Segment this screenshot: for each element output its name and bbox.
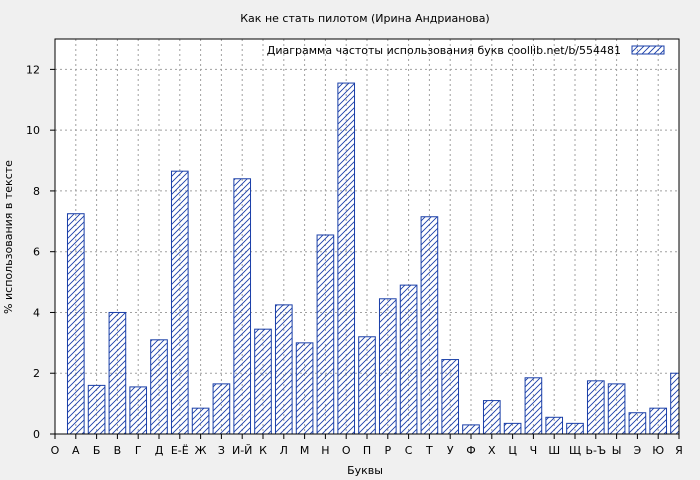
x-tick-label: А — [72, 444, 80, 457]
y-tick-label: 6 — [33, 246, 40, 259]
x-tick-label: Ф — [466, 444, 475, 457]
x-tick-label: М — [300, 444, 310, 457]
y-tick-label: 8 — [33, 185, 40, 198]
y-tick-label: 0 — [33, 428, 40, 441]
bar-Ы — [607, 383, 626, 435]
y-axis-label: % использования в тексте — [2, 160, 15, 314]
bar-Р — [378, 298, 397, 435]
bar-З — [212, 383, 231, 435]
legend-swatch — [631, 45, 665, 55]
x-tick-label: Э — [634, 444, 642, 457]
bar-М — [295, 342, 314, 435]
bar-В — [108, 311, 127, 435]
bar-Ю — [649, 407, 668, 435]
y-tick-label: 2 — [33, 367, 40, 380]
y-axis: 0 2 4 6 8 10 12 — [26, 63, 55, 441]
bar-Е-Ё — [170, 170, 189, 435]
x-tick-label: О — [342, 444, 351, 457]
y-tick-label: 12 — [26, 63, 40, 76]
bar-Э — [628, 412, 647, 435]
x-tick-label: Д — [155, 444, 164, 457]
bar-Н — [316, 234, 335, 435]
x-tick-label: У — [447, 444, 454, 457]
x-tick-label: Ж — [195, 444, 207, 457]
bar-Щ — [566, 422, 584, 435]
bar-Л — [274, 304, 293, 435]
bar-Ц — [503, 422, 522, 435]
x-tick-label: Б — [93, 444, 101, 457]
legend-label: Диаграмма частоты использования букв coo… — [267, 44, 621, 57]
x-tick-label: Ц — [508, 444, 517, 457]
x-tick-label: Ч — [530, 444, 538, 457]
x-tick-label: В — [114, 444, 122, 457]
x-tick-label: Ш — [548, 444, 560, 457]
x-tick-label: Т — [425, 444, 433, 457]
bar-Ь-Ъ — [586, 380, 605, 435]
bar-Ж — [191, 407, 210, 435]
bar-Х — [482, 400, 501, 435]
bar-К — [254, 328, 272, 435]
bar-Ч — [524, 377, 543, 435]
bar-А — [66, 213, 85, 435]
bar-Д — [150, 339, 168, 435]
x-tick-label: Х — [488, 444, 496, 457]
x-axis: О А Б В Г Д Е-Ё Ж З И-Й К Л М Н О П Р С Т У Ф Х Ц Ч Ш Щ Ь-Ъ Ы Э Ю Я — [51, 434, 683, 457]
x-tick-label: Е-Ё — [171, 444, 189, 457]
bars — [66, 82, 680, 435]
x-tick-label: Ы — [612, 444, 622, 457]
x-tick-label: Н — [321, 444, 329, 457]
bar-И-Й — [233, 178, 252, 435]
chart-title: Как не стать пилотом (Ирина Андрианова) — [240, 12, 489, 25]
bar-О — [337, 82, 356, 435]
x-tick-label: Р — [384, 444, 391, 457]
x-tick-label: З — [218, 444, 225, 457]
x-tick-label: Г — [135, 444, 142, 457]
bar-С — [399, 284, 418, 435]
bar-Я — [670, 372, 680, 435]
y-tick-label: 10 — [26, 124, 40, 137]
legend: Диаграмма частоты использования букв coo… — [267, 44, 665, 57]
grid-lines — [55, 39, 679, 434]
x-tick-label: И-Й — [232, 444, 252, 457]
x-tick-label: П — [363, 444, 371, 457]
bar-Ш — [545, 416, 564, 435]
x-tick-label: Я — [675, 444, 683, 457]
x-axis-label: Буквы — [347, 464, 383, 477]
y-tick-label: 4 — [33, 306, 40, 319]
bar-Т — [420, 216, 439, 435]
bar-Г — [129, 386, 148, 435]
bar-П — [358, 336, 376, 435]
x-tick-label: Л — [280, 444, 288, 457]
x-tick-label: О — [51, 444, 60, 457]
x-tick-label: Ь-Ъ — [585, 444, 606, 457]
bar-Ф — [462, 424, 480, 435]
x-tick-label: Щ — [569, 444, 581, 457]
x-tick-label: К — [259, 444, 267, 457]
x-tick-label: С — [405, 444, 413, 457]
x-tick-label: Ю — [652, 444, 664, 457]
bar-У — [441, 359, 460, 435]
bar-Б — [87, 384, 106, 435]
